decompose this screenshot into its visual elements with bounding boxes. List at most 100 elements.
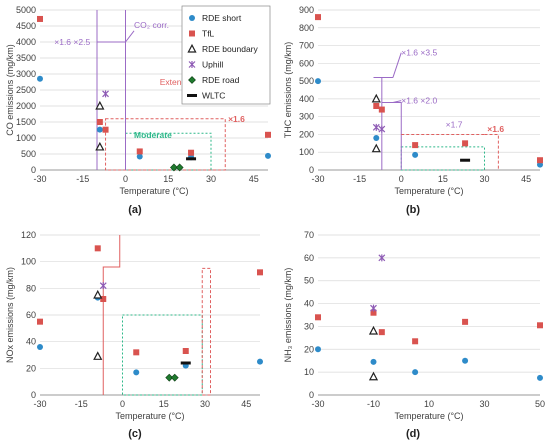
series-rde-boundary: [95, 100, 105, 151]
data-point: [371, 143, 381, 153]
data-point: [373, 135, 380, 141]
y-tick-label: 0: [309, 390, 314, 400]
data-point: [370, 358, 377, 365]
y-tick-label: 70: [304, 230, 314, 240]
y-tick-label: 800: [299, 23, 314, 33]
data-point: [186, 157, 197, 161]
annotation-extended: Extended: [160, 77, 196, 87]
series-rde-boundary: [93, 289, 103, 360]
y-axis-label: NH₃ emissions (mg/km): [283, 268, 293, 363]
data-point: [378, 329, 385, 336]
extended-bracket: [102, 235, 121, 395]
legend-marker: [189, 30, 195, 37]
series-rde-boundary: [371, 93, 381, 153]
legend-marker: [188, 61, 196, 68]
y-tick-label: 200: [299, 129, 314, 139]
x-tick-label: 0: [399, 174, 404, 184]
annotation-extended-factor: ×1.6: [228, 114, 245, 124]
y-tick-label: 100: [299, 147, 314, 157]
data-point: [37, 318, 43, 325]
data-point: [378, 106, 385, 113]
y-tick-label: 120: [21, 230, 36, 240]
legend-label: RDE road: [202, 75, 240, 85]
x-tick-label: -30: [33, 174, 46, 184]
y-tick-label: 5000: [16, 5, 36, 15]
x-tick-label: 30: [206, 174, 216, 184]
y-tick-label: 80: [26, 283, 36, 293]
y-tick-label: 10: [304, 367, 314, 377]
panel-label: (c): [128, 428, 142, 440]
data-point: [170, 163, 178, 172]
legend: RDE short TfL RDE boundary Uphill RDE road WL…: [181, 5, 271, 105]
panel-label: (d): [406, 428, 420, 440]
data-point: [170, 373, 179, 382]
data-point: [165, 373, 174, 382]
y-tick-label: 700: [299, 41, 314, 51]
x-tick-label: 45: [521, 174, 531, 184]
data-point: [99, 282, 107, 290]
y-tick-label: 500: [21, 149, 36, 159]
data-point: [371, 93, 381, 103]
data-point: [37, 75, 43, 82]
y-tick-label: 500: [299, 76, 314, 86]
data-point: [133, 349, 140, 356]
annotation-f4: ×1.6: [487, 124, 504, 134]
data-point: [315, 314, 321, 321]
y-tick-label: 30: [304, 321, 314, 331]
data-point: [96, 126, 103, 133]
y-tick-label: 2000: [16, 101, 36, 111]
y-tick-label: 40: [304, 299, 314, 309]
annotation-factor: ×1.6 ×2.5: [54, 37, 90, 47]
y-tick-label: 0: [309, 165, 314, 175]
data-point: [94, 245, 101, 252]
series-tfl: [37, 15, 271, 156]
legend-label: WLTC: [202, 91, 225, 101]
panel-label: (b): [406, 204, 420, 216]
series-rde-short: [37, 294, 263, 376]
x-tick-label: 50: [535, 399, 545, 409]
series-wltc: [186, 157, 197, 161]
y-tick-label: 4500: [16, 21, 36, 31]
series-uphill: [372, 123, 386, 133]
data-point: [370, 304, 377, 312]
x-tick-label: 30: [479, 399, 489, 409]
series-rde-short: [315, 346, 543, 381]
x-tick-label: -15: [76, 174, 89, 184]
x-tick-label: 15: [163, 174, 173, 184]
data-point: [180, 361, 191, 365]
series-rde-road: [165, 373, 179, 382]
series-rde-boundary: [368, 325, 379, 381]
extended-region: [401, 133, 499, 170]
bracket-2: [381, 100, 402, 170]
chart-panel-3: 0 20 40 60 80 100 120 -30 -15 0 15 30 45 Temperature …: [5, 230, 263, 440]
extended-region: [105, 118, 226, 171]
data-point: [537, 322, 543, 329]
data-point: [93, 351, 103, 360]
bracket-1: [373, 52, 402, 170]
series-wltc: [460, 158, 471, 162]
data-point: [537, 374, 543, 381]
series-rde-short: [315, 78, 543, 168]
y-tick-label: 60: [304, 253, 314, 263]
data-point: [96, 119, 103, 125]
series-uphill: [370, 254, 386, 312]
data-point: [378, 125, 386, 133]
x-tick-label: 0: [120, 399, 125, 409]
data-point: [133, 369, 140, 376]
y-tick-label: 1500: [16, 117, 36, 127]
data-point: [37, 15, 43, 22]
y-tick-label: 20: [26, 363, 36, 373]
y-tick-label: 0: [31, 390, 36, 400]
data-point: [372, 123, 380, 131]
series-uphill: [99, 282, 107, 290]
y-tick-label: 100: [21, 257, 36, 267]
data-point: [368, 325, 379, 335]
legend-marker: [187, 94, 197, 97]
x-tick-label: 45: [241, 399, 251, 409]
moderate-region: [400, 146, 485, 171]
data-point: [315, 346, 321, 353]
x-tick-label: -10: [367, 399, 380, 409]
y-tick-label: 0: [31, 165, 36, 175]
y-tick-label: 40: [26, 337, 36, 347]
